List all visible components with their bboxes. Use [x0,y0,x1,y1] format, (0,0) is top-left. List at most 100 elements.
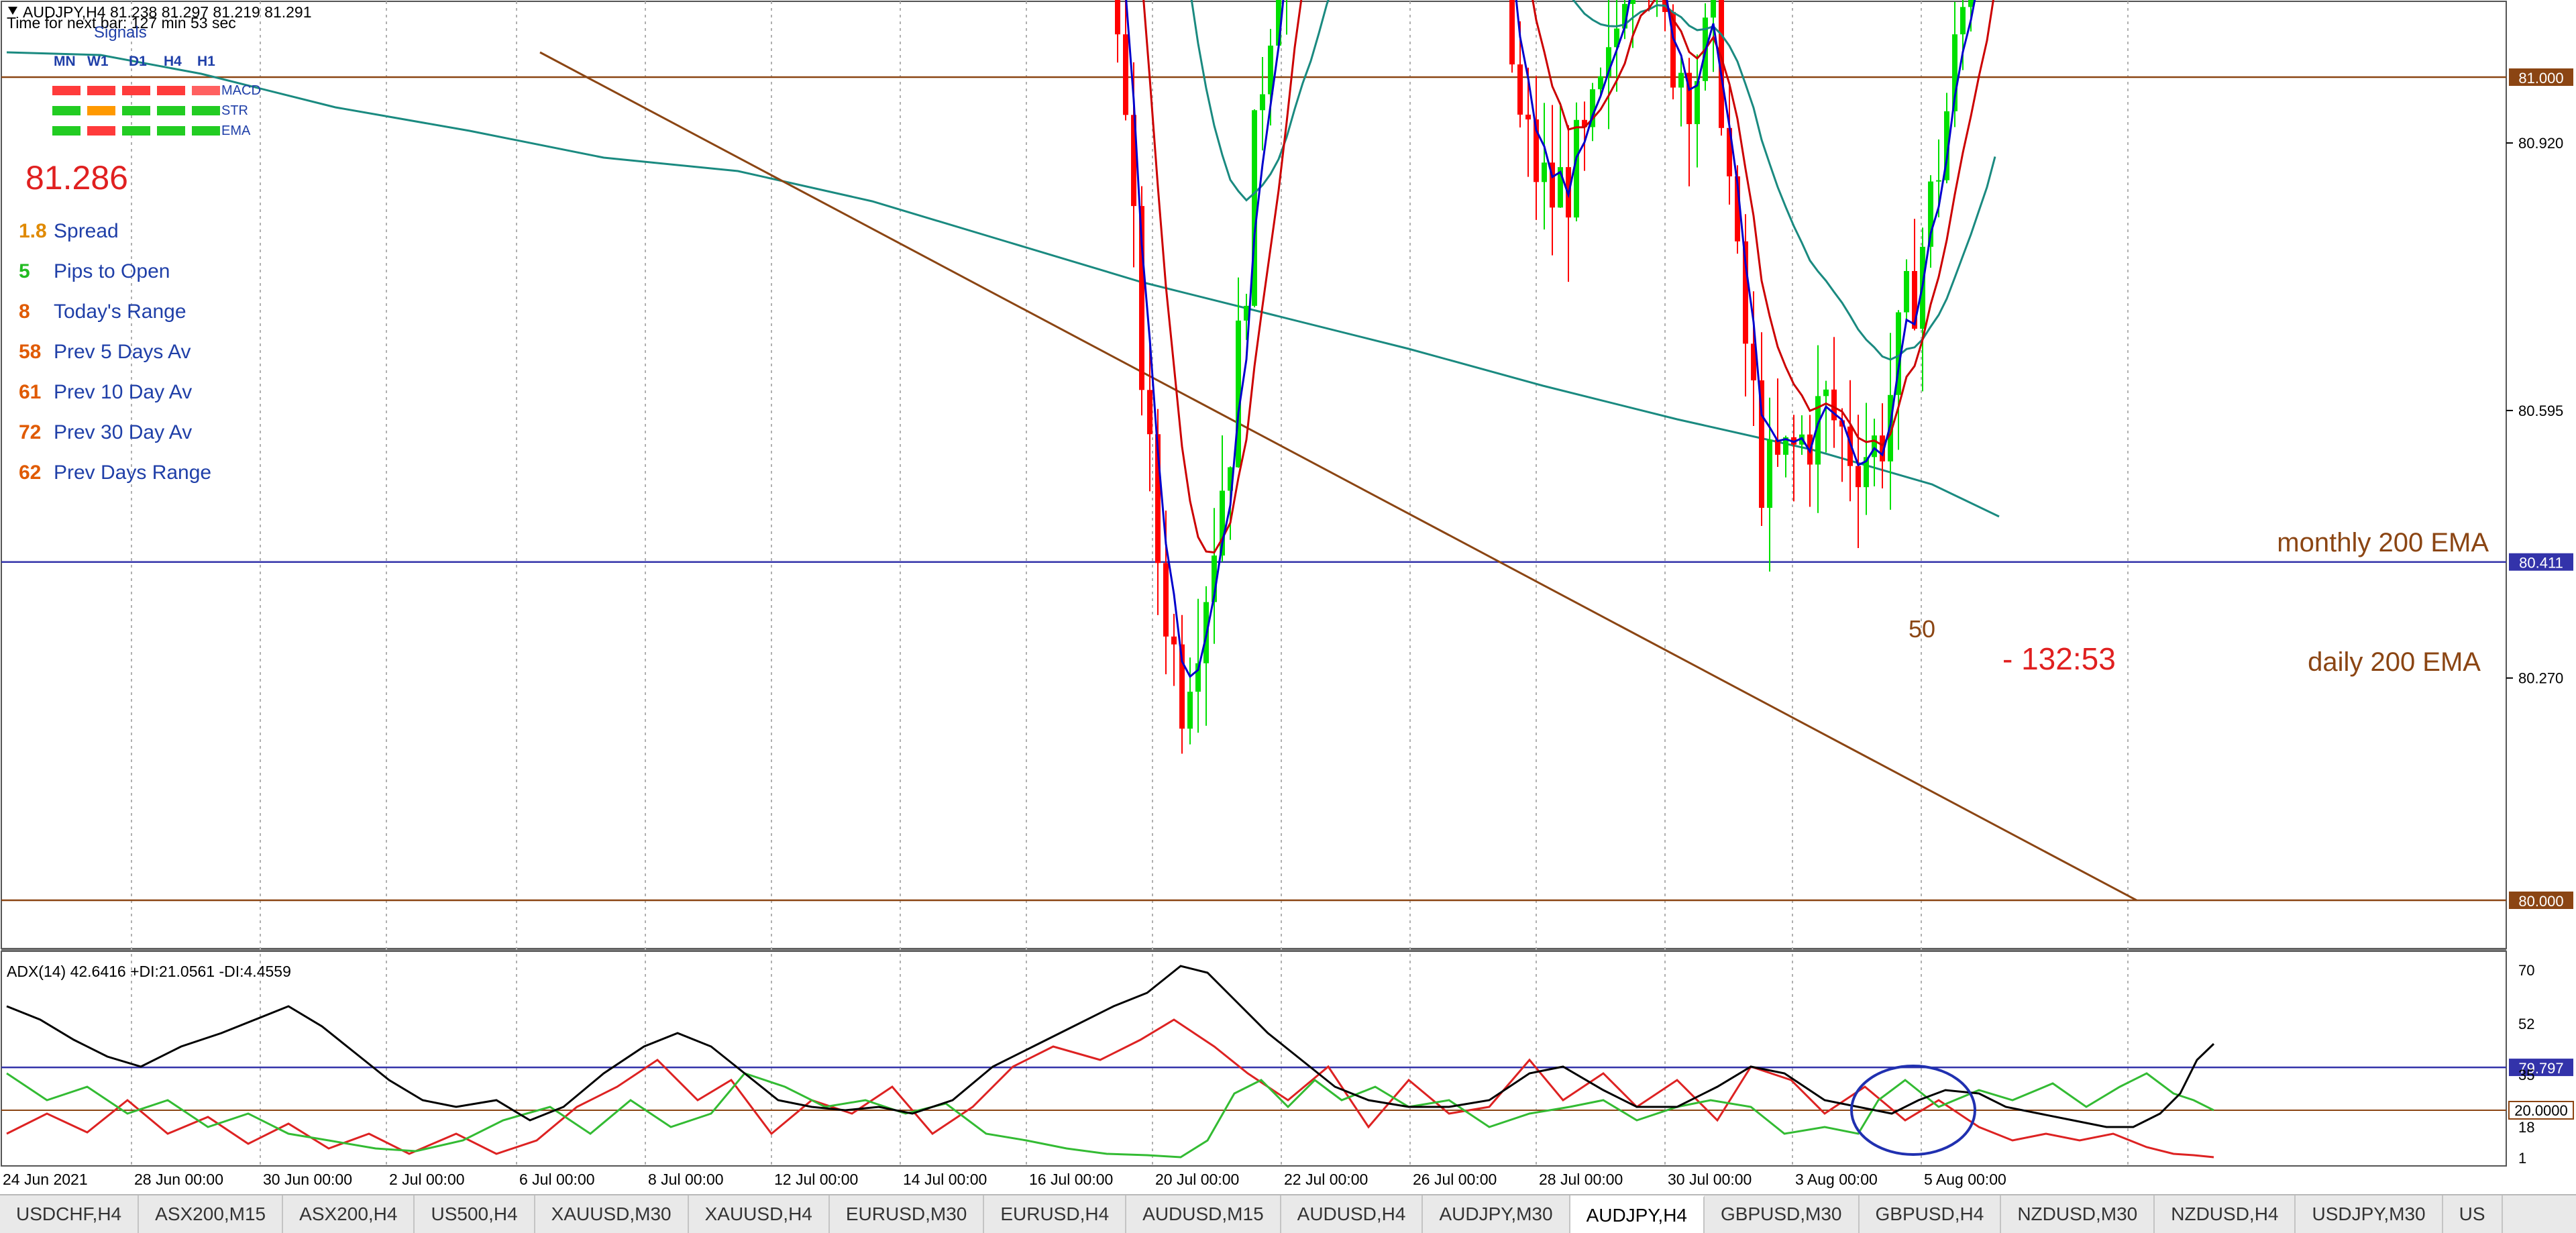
price-chart[interactable]: AUDJPY,H4 81.238 81.297 81.219 81.291 Ti… [0,0,2576,1194]
candle-body [1147,390,1152,435]
ema-200-line [6,51,2000,518]
candle-body [1944,111,1949,180]
symbol-tab[interactable]: AUDUSD,M15 [1126,1195,1281,1233]
candle-body [1678,72,1684,88]
candle-body [1131,115,1136,207]
symbol-tab[interactable]: USDJPY,M30 [2296,1195,2443,1233]
chart-header: AUDJPY,H4 81.238 81.297 81.219 81.291 Ti… [7,3,312,32]
symbol-tab[interactable]: AUDUSD,H4 [1281,1195,1424,1233]
price-tick-label: 80.595 [2518,403,2563,419]
price-axis[interactable]: 84.00083.00082.41082.00081.88581.32281.0… [2506,0,2573,1077]
time-tick-label: 28 Jun 00:00 [134,1171,223,1188]
level-price-tag [2509,68,2573,86]
time-tick-label: 28 Jul 00:00 [1539,1171,1623,1188]
symbol-tab[interactable]: US [2443,1195,2503,1233]
signal-bar [122,86,150,95]
symbol-tab[interactable]: XAUUSD,H4 [689,1195,830,1233]
time-tick-label: 26 Jul 00:00 [1413,1171,1497,1188]
candle-body [1912,271,1917,329]
adx-highlight-circle [1850,1065,1976,1156]
adx-axis: 70 52 35 18 1 20.0000 [2508,962,2574,1167]
time-tick-label: 3 Aug 00:00 [1795,1171,1878,1188]
symbol-tab[interactable]: NZDUSD,M30 [2001,1195,2155,1233]
candle-body [1187,692,1193,729]
candle-body [1260,94,1265,111]
signal-bar [87,106,115,115]
ema-slow-line [1190,0,1996,361]
candle-body [1856,466,1861,488]
symbol-tab[interactable]: GBPUSD,M30 [1705,1195,1860,1233]
candle-body [1775,439,1780,455]
downtrend-line[interactable] [539,51,2137,902]
candle-body [1719,0,1724,128]
chart-menu-arrow-icon[interactable] [8,7,17,15]
candle-body [1606,47,1611,76]
symbol-tab[interactable]: EURUSD,M30 [830,1195,985,1233]
symbol-tab[interactable]: ASX200,M15 [139,1195,284,1233]
signal-timeframe-label: H4 [164,54,182,69]
minus-di-line [6,1018,2214,1159]
time-tick-label: 2 Jul 00:00 [389,1171,465,1188]
candle-body [1711,0,1716,18]
monthly-ema-annotation: monthly 200 EMA [2277,528,2489,557]
adx-level-text: 20.0000 [2514,1102,2568,1119]
daily-ema-annotation: daily 200 EMA [2308,647,2481,677]
signal-bar [87,86,115,95]
adx-tick-label: 18 [2518,1119,2534,1136]
symbol-tab[interactable]: US500,H4 [415,1195,535,1233]
info-label: Spread [54,220,119,242]
adx-tick-label: 52 [2518,1016,2534,1032]
signals-widget: Signals MN W1 D1 H4 H1 MACD STR EMA [52,23,261,138]
symbol-tab[interactable]: GBPUSD,H4 [1860,1195,2002,1233]
signal-bar [192,86,220,95]
level-price-text: 80.411 [2519,555,2563,572]
signal-bar [122,106,150,115]
current-price: 81.286 [25,159,128,197]
countdown-annotation: - 132:53 [2002,641,2116,676]
time-tick-label: 30 Jul 00:00 [1668,1171,1752,1188]
candle-body [1872,435,1877,458]
candle-body [1880,435,1885,462]
signal-bar [52,106,80,115]
time-tick-label: 30 Jun 00:00 [263,1171,352,1188]
candle-body [1517,64,1523,115]
symbol-tab[interactable]: AUDJPY,M30 [1423,1195,1570,1233]
plus-di-line [6,1072,2214,1159]
candle-body [1220,490,1225,556]
time-tick-label: 6 Jul 00:00 [519,1171,595,1188]
signal-row-label: EMA [221,123,251,138]
candle-body [1509,0,1515,65]
info-value: 62 [19,462,41,484]
info-label: Today's Range [54,301,186,323]
symbol-tab[interactable]: AUDJPY,H4 [1570,1195,1705,1233]
candle-body [1228,467,1233,491]
info-label: Prev 10 Day Av [54,381,192,403]
symbol-tab[interactable]: XAUUSD,M30 [535,1195,689,1233]
time-tick-label: 16 Jul 00:00 [1029,1171,1113,1188]
level-price-text: 80.000 [2518,893,2563,910]
candle-body [1276,0,1281,46]
candle-body [1252,110,1257,306]
candle-body [1212,555,1217,602]
symbol-tab[interactable]: USDCHF,H4 [0,1195,140,1233]
candle-body [1783,437,1788,455]
level-price-tag [2509,1059,2573,1077]
candle-body [1936,180,1941,182]
signal-bar [192,106,220,115]
time-axis: 24 Jun 2021 28 Jun 00:00 30 Jun 00:00 2 Jul… [3,1171,2006,1188]
adx-tick-label: 1 [2518,1150,2526,1167]
candle-body [1743,241,1748,344]
candle-body [1574,119,1579,218]
info-value: 61 [19,381,41,403]
candle-body [1139,206,1144,390]
candle-body [1815,396,1821,465]
adx-tick-label: 70 [2518,962,2534,979]
symbol-tab[interactable]: ASX200,H4 [283,1195,415,1233]
symbol-tab[interactable]: EURUSD,H4 [984,1195,1127,1233]
adx-label: ADX(14) 42.6416 +DI:21.0561 -DI:4.4559 [7,963,291,980]
time-tick-label: 8 Jul 00:00 [648,1171,724,1188]
symbol-tab[interactable]: NZDUSD,H4 [2155,1195,2296,1233]
candle-body [1630,0,1635,4]
candle-body [1896,312,1901,395]
signal-bar [52,126,80,136]
